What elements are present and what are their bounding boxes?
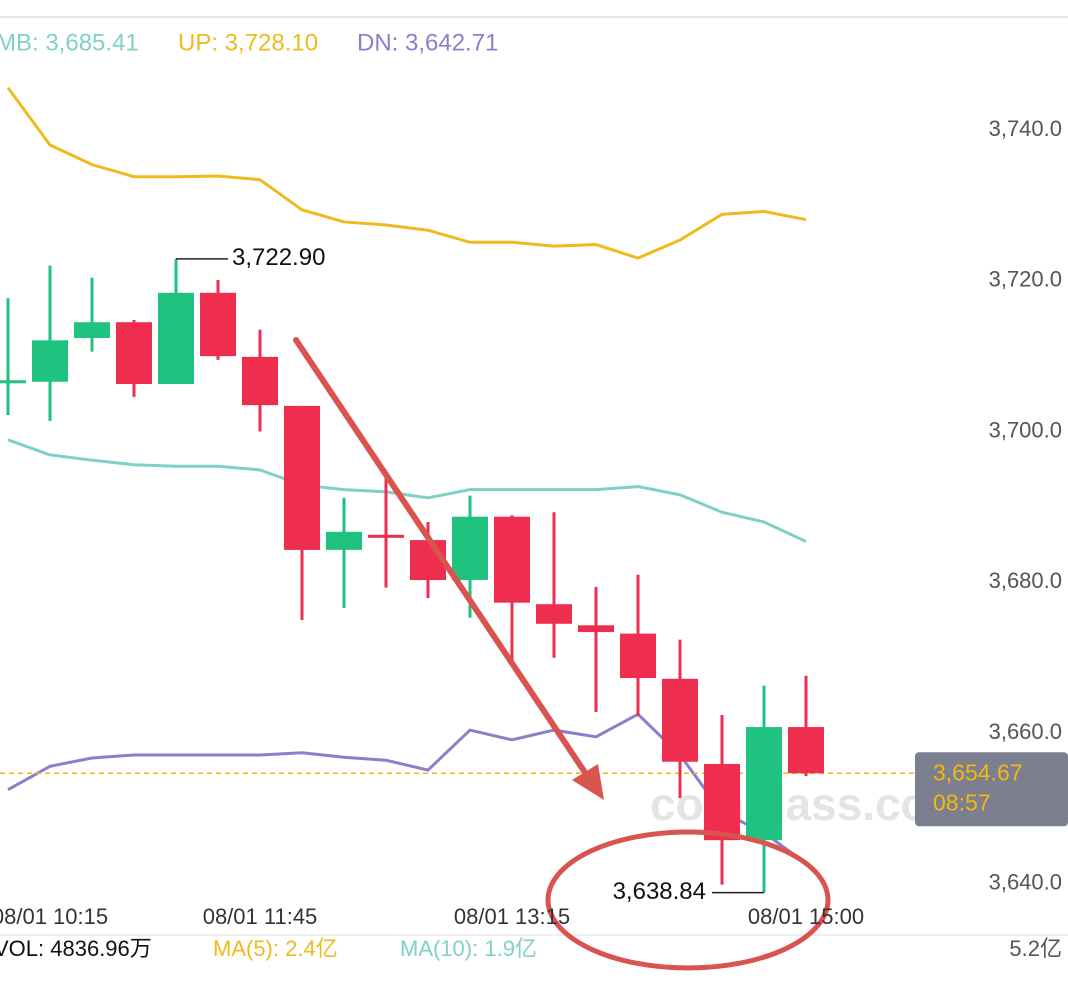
candle-body — [662, 678, 698, 762]
candle-body — [746, 727, 782, 841]
candle-body — [494, 516, 530, 603]
x-tick-label: 08/01 11:45 — [203, 904, 318, 929]
candle-body — [32, 340, 68, 382]
volume-label: VOL: 4836.96万 — [0, 936, 152, 961]
candle-body — [452, 516, 488, 581]
y-tick-label: 3,700.0 — [989, 417, 1062, 442]
price-countdown: 08:57 — [933, 789, 991, 815]
legend-entry: DN: 3,642.71 — [357, 29, 498, 56]
candle-body — [536, 604, 572, 624]
y-tick-label: 3,640.0 — [989, 870, 1062, 895]
candle-body — [242, 356, 278, 406]
candle-body — [326, 531, 362, 550]
x-tick-label: 08/01 13:15 — [454, 904, 570, 929]
candle-body — [704, 764, 740, 841]
candle-body — [116, 322, 152, 385]
candle-body — [158, 292, 194, 385]
volume-ma5: MA(5): 2.4亿 — [213, 936, 338, 961]
candle-body — [200, 292, 236, 357]
candle-body — [578, 625, 614, 633]
candle-body — [74, 322, 110, 339]
annotation-label: 3,722.90 — [232, 244, 325, 271]
y-tick-label: 3,720.0 — [989, 267, 1062, 292]
user-annotation — [293, 337, 831, 971]
y-tick-label: 3,680.0 — [989, 568, 1062, 593]
arrow-head — [572, 764, 604, 800]
band-line — [7, 438, 807, 543]
candle-body — [788, 727, 824, 774]
candle-body — [368, 534, 404, 538]
price-label: 3,654.67 — [933, 759, 1023, 785]
y-tick-label: 3,740.0 — [989, 116, 1062, 141]
candle-body — [284, 405, 320, 550]
legend-entry: MB: 3,685.41 — [0, 29, 139, 56]
price-box — [915, 752, 1068, 827]
plot-area: 3,722.90 3,638.84 — [0, 86, 915, 905]
x-tick-label: 08/01 10:15 — [0, 904, 108, 929]
highlight-ellipse — [545, 829, 831, 971]
candle-body — [0, 380, 26, 384]
band-line — [6, 86, 807, 260]
volume-ma10: MA(10): 1.9亿 — [400, 936, 537, 961]
annotation-label: 3,638.84 — [613, 878, 706, 905]
arrow-shaft — [293, 337, 593, 783]
x-tick-label: 08/01 15:00 — [748, 904, 864, 929]
volume-axis-label: 5.2亿 — [1009, 936, 1062, 961]
y-tick-label: 3,660.0 — [989, 719, 1062, 744]
candle-body — [620, 633, 656, 679]
legend-entry: UP: 3,728.10 — [178, 29, 318, 56]
